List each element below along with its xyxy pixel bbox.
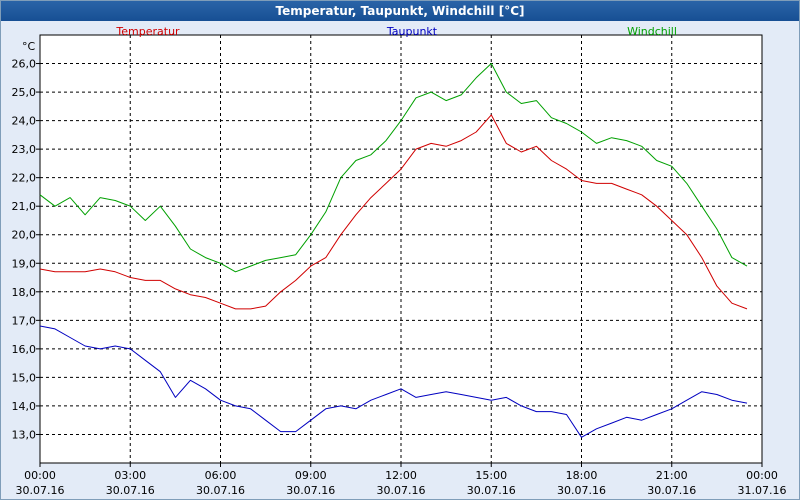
y-tick-label: 24,0 (12, 115, 37, 128)
x-tick-date: 30.07.16 (286, 484, 335, 497)
x-tick-time: 00:00 (24, 469, 56, 482)
legend-temperatur: Temperatur (115, 25, 180, 38)
x-tick-time: 15:00 (475, 469, 507, 482)
y-tick-label: 23,0 (12, 143, 37, 156)
x-tick-time: 03:00 (114, 469, 146, 482)
y-tick-label: 17,0 (12, 314, 37, 327)
x-tick-date: 30.07.16 (196, 484, 245, 497)
plot-area (39, 34, 763, 464)
y-tick-label: 16,0 (12, 343, 37, 356)
x-tick-date: 30.07.16 (467, 484, 516, 497)
y-tick-label: 26,0 (12, 58, 37, 71)
x-tick-date: 30.07.16 (377, 484, 426, 497)
series-line-windchill (39, 63, 748, 273)
x-axis: 00:00 30.07.16 03:00 30.07.16 06:00 30.07.16 0… (16, 463, 787, 497)
y-tick-label: 22,0 (12, 172, 37, 185)
series-lines (39, 63, 748, 438)
x-tick-date: 30.07.16 (647, 484, 696, 497)
x-tick-time: 21:00 (656, 469, 688, 482)
x-tick-time: 18:00 (566, 469, 598, 482)
legend: Temperatur Taupunkt Windchill (115, 25, 677, 38)
y-tick-label: 18,0 (12, 286, 37, 299)
x-tick-date: 30.07.16 (106, 484, 155, 497)
legend-taupunkt: Taupunkt (386, 25, 438, 38)
x-tick-time: 06:00 (205, 469, 237, 482)
y-tick-label: 19,0 (12, 257, 37, 270)
legend-windchill: Windchill (627, 25, 677, 38)
x-tick-time: 09:00 (295, 469, 327, 482)
y-tick-label: 14,0 (12, 400, 37, 413)
x-tick-time: 00:00 (746, 469, 778, 482)
x-tick-date: 31.07.16 (738, 484, 787, 497)
series-line-temperatur (39, 114, 748, 310)
x-tick-time: 12:00 (385, 469, 417, 482)
y-tick-label: 15,0 (12, 371, 37, 384)
chart-title: Temperatur, Taupunkt, Windchill [°C] (1, 1, 799, 21)
y-tick-label: 20,0 (12, 229, 37, 242)
y-tick-label: 25,0 (12, 86, 37, 99)
series-line-taupunkt (39, 325, 748, 438)
x-tick-date: 30.07.16 (557, 484, 606, 497)
y-unit-label: °C (22, 40, 36, 53)
x-tick-date: 30.07.16 (16, 484, 65, 497)
y-tick-label: 21,0 (12, 200, 37, 213)
grid (40, 35, 762, 463)
y-axis: 13,0 14,0 15,0 16,0 17,0 18,0 19,0 20,0 21,0 22,0… (12, 58, 40, 441)
y-tick-label: 13,0 (12, 428, 37, 441)
